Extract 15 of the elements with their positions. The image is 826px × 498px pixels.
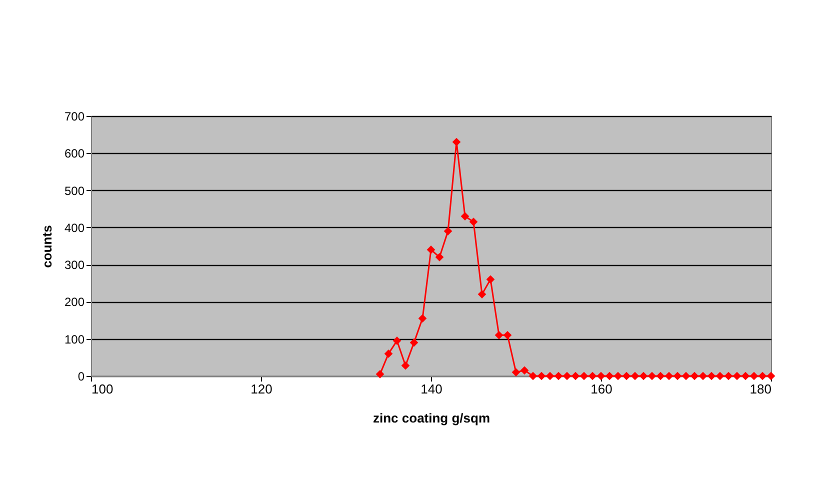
y-axis-title: counts bbox=[39, 225, 54, 268]
x-tick-label: 180 bbox=[750, 382, 772, 396]
y-tick-label: 400 bbox=[64, 220, 85, 235]
y-tick-label: 200 bbox=[64, 295, 85, 310]
x-tick-label: 120 bbox=[250, 382, 272, 396]
y-tick-label: 0 bbox=[78, 370, 85, 384]
x-tick-label: 100 bbox=[92, 382, 114, 396]
x-tick-label: 140 bbox=[420, 382, 442, 396]
x-tick-label: 160 bbox=[590, 382, 612, 396]
y-tick-label: 600 bbox=[64, 146, 85, 161]
y-tick-label: 700 bbox=[64, 110, 85, 124]
y-tick-label: 500 bbox=[64, 184, 85, 198]
y-tick-label: 300 bbox=[64, 258, 85, 272]
x-axis-title: zinc coating g/sqm bbox=[372, 410, 490, 426]
y-tick-label: 100 bbox=[64, 332, 85, 346]
